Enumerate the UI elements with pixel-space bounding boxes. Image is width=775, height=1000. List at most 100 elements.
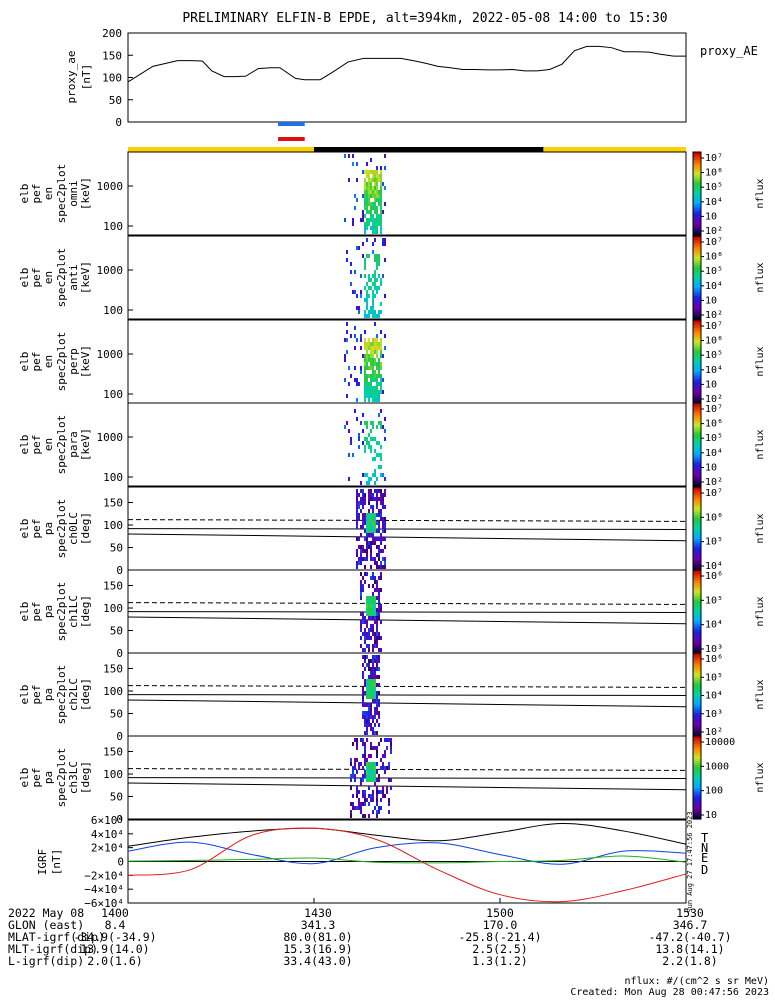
y-tick-label: 150	[103, 580, 123, 593]
spectrogram-pixel	[378, 262, 380, 266]
panel-ylabel: en	[42, 355, 55, 368]
colorbar-tick-label: 10⁴	[705, 365, 723, 376]
spectrogram-pixel	[352, 290, 354, 294]
spectrogram-pixel	[372, 473, 374, 477]
spectrogram-pixel	[378, 342, 380, 346]
spectrogram-pixel	[366, 206, 368, 210]
spectrogram-pixel	[376, 286, 378, 290]
spectrogram-pixel	[374, 616, 376, 620]
anti-loss-cone-line	[128, 783, 686, 790]
loss-cone-line	[128, 695, 686, 696]
spectrogram-pixel	[366, 437, 368, 441]
spectrogram-pixel	[366, 778, 368, 782]
spectrogram-pixel	[388, 762, 390, 766]
spectrogram-pixel	[358, 561, 360, 565]
y-tick-label: 0	[116, 730, 123, 743]
spectrogram-pixel	[350, 810, 352, 814]
spectrogram-pixel	[362, 354, 364, 358]
spectrogram-pixel	[366, 218, 368, 222]
spectrogram-pixel	[374, 659, 376, 663]
spectrogram-pixel	[376, 390, 378, 394]
spectrogram-pixel	[374, 190, 376, 194]
spectrogram-pixel	[376, 501, 378, 505]
spectrogram-pixel	[368, 707, 370, 711]
spectrogram-pixel	[380, 222, 382, 226]
spectrogram-pixel	[368, 754, 370, 758]
spectrogram-pixel	[384, 493, 386, 497]
spectrogram-pixel	[384, 557, 386, 561]
spectrogram-pixel	[344, 218, 346, 222]
igrf-ylabel-unit: [nT]	[50, 849, 63, 876]
spectrogram-pixel	[376, 278, 378, 282]
spectrogram-pixel	[378, 596, 380, 600]
spectrogram-pixel	[380, 202, 382, 206]
spectrogram-pixel	[380, 572, 382, 576]
spectrogram-pixel	[364, 222, 366, 226]
spectrogram-pixel	[368, 521, 370, 525]
spectrogram-pixel	[362, 794, 364, 798]
spectrogram-pixel	[364, 572, 366, 576]
spectrogram-pixel	[374, 537, 376, 541]
spectrogram-pixel	[386, 738, 388, 742]
spectrogram-pixel	[364, 802, 366, 806]
spectrogram-pixel	[376, 703, 378, 707]
spectrogram-pixel	[376, 218, 378, 222]
spectrogram-pixel	[374, 274, 376, 278]
spectrogram-pixel	[390, 786, 392, 790]
colorbar-tick-label: 10⁴	[705, 620, 723, 631]
spectrogram-pixel	[358, 246, 360, 250]
spectrogram-pixel	[378, 398, 380, 402]
spectrogram-pixel	[366, 314, 368, 318]
spectrogram-pixel	[372, 437, 374, 441]
spectrogram-pixel	[372, 794, 374, 798]
spectrogram-pixel	[376, 632, 378, 636]
colorbar-label: nflux	[755, 346, 766, 376]
spectrogram-pixel	[372, 762, 374, 766]
spectrogram-pixel	[354, 290, 356, 294]
spectrogram-pixel	[364, 750, 366, 754]
colorbar-tick-label: 10³	[705, 709, 723, 720]
spectrogram-pixel	[354, 409, 356, 413]
spectrogram-pixel	[368, 525, 370, 529]
spectrogram-pixel	[376, 798, 378, 802]
orbit-bar	[128, 122, 686, 152]
spectrogram-pixel	[378, 374, 380, 378]
spectrogram-pixel	[364, 354, 366, 358]
spectrogram-pixel	[356, 501, 358, 505]
spectrogram-pixel	[372, 770, 374, 774]
spectrogram-pixel	[380, 648, 382, 652]
spectrogram-pixel	[384, 242, 386, 246]
spectrogram-pixel	[382, 565, 384, 569]
spectrogram-pixel	[360, 421, 362, 425]
spectrogram-pixel	[350, 774, 352, 778]
spectrogram-pixel	[370, 517, 372, 521]
colorbar-tick-label: 10⁷	[705, 321, 723, 332]
spectrogram-pixel	[368, 679, 370, 683]
igrf-tick-label: 6×10⁴	[91, 814, 124, 827]
spectrogram-pixel	[364, 537, 366, 541]
spectrogram-pixel	[368, 278, 370, 282]
colorbar-label: nflux	[755, 513, 766, 543]
spectrogram-pixel	[374, 278, 376, 282]
spectrogram-pixel	[362, 691, 364, 695]
spectrogram-pixel	[362, 576, 364, 580]
spectrogram-pixel	[376, 786, 378, 790]
spectrogram-pixel	[360, 802, 362, 806]
spectrogram-pixel	[364, 770, 366, 774]
spectrogram-pixel	[378, 190, 380, 194]
spectrogram-pixel	[372, 746, 374, 750]
spectrogram-pixel	[354, 758, 356, 762]
spectrogram-pixel	[362, 695, 364, 699]
spectrogram-pixel	[370, 711, 372, 715]
spectrogram-pixel	[370, 394, 372, 398]
spectrogram-pixel	[380, 378, 382, 382]
panel-ylabel: [keV]	[79, 345, 92, 378]
spectrogram-pixel	[376, 628, 378, 632]
spectrogram-pixel	[374, 394, 376, 398]
spectrogram-pixel	[364, 226, 366, 230]
spectrogram-pixel	[374, 557, 376, 561]
colorbar-label: nflux	[755, 762, 766, 792]
spectrogram-pixel	[370, 429, 372, 433]
spectrogram-pixel	[370, 366, 372, 370]
spectrogram-pixel	[384, 202, 386, 206]
